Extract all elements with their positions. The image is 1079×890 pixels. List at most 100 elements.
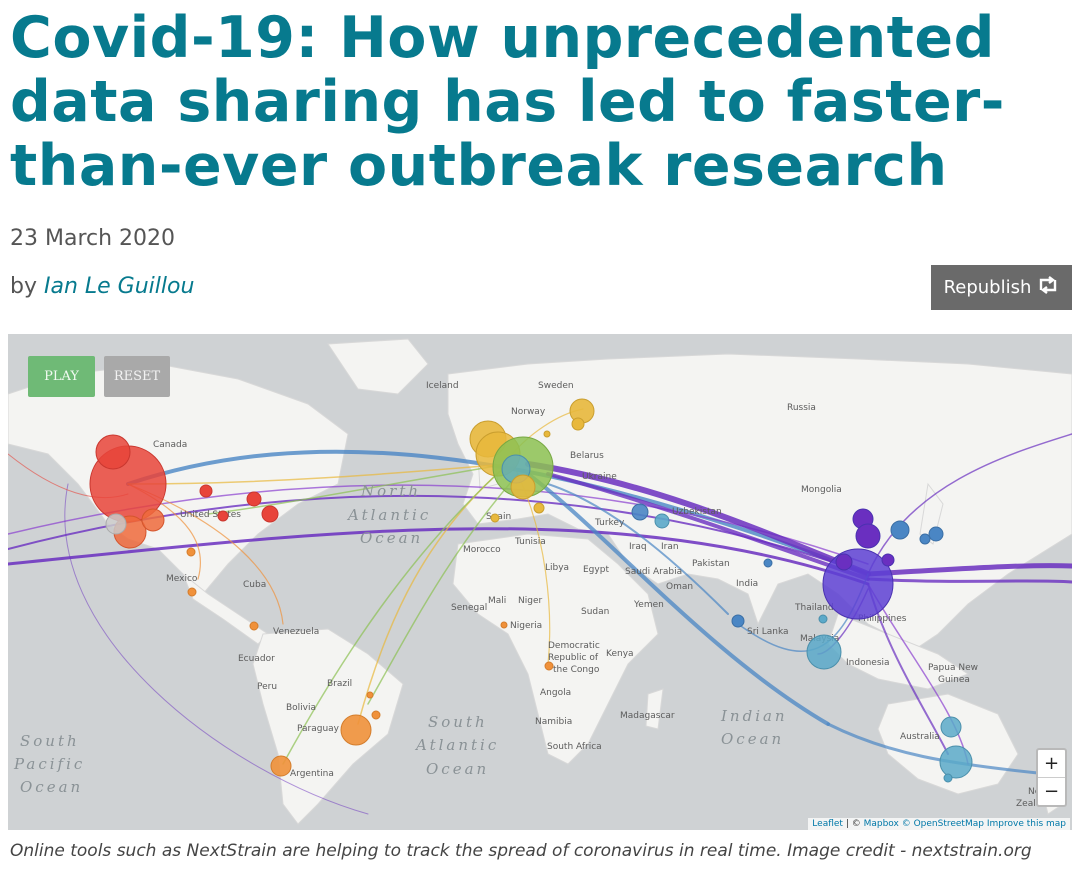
ocean-south-pacific-2: Pacific	[13, 755, 85, 773]
ocean-south-pacific-1: South	[20, 732, 80, 750]
bubble-spain	[490, 513, 500, 523]
label-russia: Russia	[787, 403, 816, 413]
label-mexico: Mexico	[166, 574, 198, 584]
label-bolivia: Bolivia	[286, 703, 316, 713]
bubble-southeast-asia	[835, 553, 853, 571]
line	[867, 433, 1072, 575]
label-south-africa: South Africa	[547, 742, 602, 752]
line	[126, 449, 870, 576]
play-button[interactable]: PLAY	[28, 356, 95, 397]
label-tunisia: Tunisia	[514, 537, 546, 547]
title-line-2: data sharing has led to faster-	[10, 69, 1005, 135]
bubble-caribbean	[249, 621, 259, 631]
label-yemen: Yemen	[633, 600, 664, 610]
label-cuba: Cuba	[243, 580, 266, 590]
leaflet-link[interactable]: Leaflet	[812, 819, 843, 829]
label-iran: Iran	[661, 542, 679, 552]
bubble-usa-small	[105, 513, 127, 535]
line	[826, 722, 1050, 776]
republish-button[interactable]: Republish	[931, 265, 1072, 310]
eurasia	[447, 353, 1072, 655]
label-angola: Angola	[540, 688, 571, 698]
ocean-south-atlantic-2: Atlantic	[414, 736, 499, 754]
bubble-india	[763, 558, 773, 568]
bubble-japan-2	[919, 533, 931, 545]
label-ecuador: Ecuador	[238, 654, 275, 664]
title-line-1: Covid-19: How unprecedented	[10, 5, 995, 71]
title-line-3: than-ever outbreak research	[10, 133, 948, 199]
north-america	[8, 363, 349, 595]
image-caption: Online tools such as NextStrain are help…	[10, 841, 1032, 861]
label-iraq: Iraq	[629, 542, 647, 552]
label-iceland: Iceland	[426, 381, 459, 391]
bubble-brazil-north	[366, 691, 374, 699]
transmission-map[interactable]: Iceland Sweden Norway Russia Canada Bela…	[8, 334, 1072, 830]
line	[526, 472, 830, 726]
ocean-indian-2: Ocean	[721, 730, 784, 748]
label-drc: Democratic Republic of the Congo	[548, 641, 600, 675]
line	[207, 463, 509, 515]
bubble-australia-east	[940, 716, 962, 738]
label-new-zealand-line-2: Zealand	[1016, 799, 1053, 809]
south-america	[252, 628, 404, 825]
case-bubbles	[89, 398, 973, 783]
line	[865, 563, 1072, 577]
label-indonesia: Indonesia	[846, 658, 890, 668]
label-saudi-arabia: Saudi Arabia	[625, 567, 682, 577]
label-canada: Canada	[153, 440, 187, 450]
label-oman: Oman	[666, 582, 693, 592]
line	[525, 461, 871, 577]
bubble-china-east	[855, 523, 881, 549]
madagascar	[645, 688, 664, 730]
osm-link[interactable]: © OpenStreetMap	[901, 819, 984, 829]
bubble-iran	[631, 503, 649, 521]
bubble-malaysia	[806, 634, 842, 670]
improve-map-link[interactable]: Improve this map	[986, 819, 1066, 829]
label-egypt: Egypt	[583, 565, 609, 575]
bubble-usa-south	[186, 547, 196, 557]
zoom-in-button[interactable]: +	[1038, 750, 1065, 778]
bubble-korea	[890, 520, 910, 540]
line	[867, 583, 969, 765]
line	[8, 527, 870, 586]
map-canvas: Iceland Sweden Norway Russia Canada Bela…	[8, 338, 1072, 825]
label-turkey: Turkey	[594, 518, 625, 528]
label-libya: Libya	[545, 563, 569, 573]
japan	[919, 482, 944, 545]
bubble-usa-midwest	[199, 484, 213, 498]
label-nigeria: Nigeria	[510, 621, 542, 631]
ocean-north-atlantic-1: North	[360, 482, 421, 500]
label-argentina: Argentina	[290, 769, 334, 779]
ocean-north-atlantic-2: Atlantic	[346, 506, 431, 524]
ocean-labels: North Atlantic Ocean South Atlantic Ocea…	[13, 482, 785, 796]
label-kenya: Kenya	[606, 649, 634, 659]
bubble-italy	[533, 502, 545, 514]
label-united-states: United States	[180, 510, 241, 520]
label-papua-line-2: Guinea	[938, 675, 970, 685]
bubble-taiwan	[881, 553, 895, 567]
country-labels: Iceland Sweden Norway Russia Canada Bela…	[153, 381, 1053, 809]
ocean-south-pacific-3: Ocean	[20, 778, 83, 796]
label-papua-line-1: Papua New	[928, 663, 978, 673]
bubble-scandinavia-2	[571, 417, 585, 431]
label-paraguay: Paraguay	[297, 724, 340, 734]
label-niger: Niger	[518, 596, 542, 606]
ocean-south-atlantic-3: Ocean	[426, 760, 489, 778]
label-sudan: Sudan	[581, 607, 609, 617]
label-venezuela: Venezuela	[273, 627, 319, 637]
reset-button[interactable]: RESET	[104, 356, 170, 397]
author-link[interactable]: Ian Le Guillou	[43, 274, 195, 299]
mapbox-link[interactable]: Mapbox	[863, 819, 899, 829]
label-sweden: Sweden	[538, 381, 574, 391]
ocean-north-atlantic-3: Ocean	[360, 529, 423, 547]
label-senegal: Senegal	[451, 603, 487, 613]
line	[546, 472, 870, 581]
ocean-south-atlantic-1: South	[428, 713, 488, 731]
land-masses	[8, 338, 1072, 825]
label-drc-line-1: Democratic	[548, 641, 600, 651]
bubble-usa-ny	[261, 505, 279, 523]
label-sri-lanka: Sri Lanka	[747, 627, 789, 637]
bubble-australia-south	[939, 745, 973, 779]
zoom-out-button[interactable]: −	[1043, 781, 1060, 802]
line	[547, 483, 729, 615]
